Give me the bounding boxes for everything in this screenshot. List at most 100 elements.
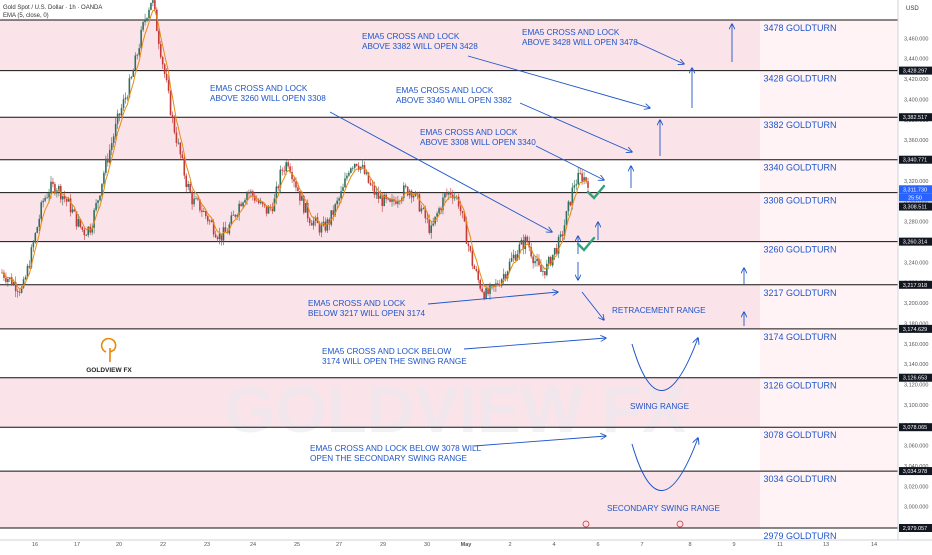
price-tag-12: 2,979.057 [903,526,927,532]
candle-body [93,210,95,228]
candle [34,232,37,244]
candle-body [295,181,297,188]
candle-body [473,265,476,269]
candle-body [457,196,460,207]
candle [112,133,115,148]
price-tag-bg-12 [899,524,932,532]
candle [530,242,532,259]
candle-body [73,209,76,212]
candle-body [567,201,570,212]
candle [193,192,195,208]
candle [569,201,572,207]
candle [263,203,266,208]
candle-body [387,198,389,200]
candle-body [477,270,480,280]
candle [371,180,374,191]
candle-body [132,70,135,77]
arrow-0 [467,55,650,108]
candle [40,200,42,222]
candle [277,184,280,191]
candle-body [146,18,148,20]
swing-curve [631,338,698,391]
candle-body [444,193,446,198]
candle [83,228,86,241]
arrow-6 [463,338,606,350]
candle-body [130,76,133,79]
candle [583,171,585,185]
candle [171,111,174,124]
candle [167,75,170,94]
candle-body [63,196,66,199]
candle [187,180,189,191]
y-tick-5: 3,360.000 [904,138,928,144]
candle-body [312,220,315,226]
candle-body [465,221,468,244]
candle-body [314,217,317,221]
candle-body [291,172,293,180]
candle [44,195,46,203]
candle-body [263,204,266,206]
candle [42,198,44,208]
level-label-3: 3340 GOLDTURN [763,163,836,173]
price-tag-11: 3,034.978 [903,469,927,475]
candle [22,276,25,290]
candle [252,189,254,201]
candle-body [283,170,286,172]
candle-body [485,288,487,299]
candle-body [577,172,580,185]
candle-body [287,162,289,167]
candle-body [442,197,444,211]
price-tag-6: 3,260.314 [903,240,927,246]
candle [20,285,23,294]
secondary-swing-curve [631,438,698,491]
candle-body [585,177,587,182]
ema5-line [1,9,589,290]
price-tag-bg-6 [899,237,932,246]
candle [565,210,568,226]
x-tick-19: 14 [871,542,877,548]
candle-body [583,177,585,182]
candle-body [199,199,201,211]
candle [159,40,162,59]
annotation-line2-6: 3174 WILL OPEN THE SWING RANGE [322,357,467,366]
candle-body [542,271,544,272]
level-label-7: 3174 GOLDTURN [763,332,836,342]
candle [242,201,244,209]
candle [165,68,168,83]
candle [189,181,191,193]
candle [173,115,176,135]
candle-body [306,203,309,219]
x-tick-0: 16 [32,542,38,548]
candle-body [436,213,438,217]
arrow-4 [535,145,604,180]
candle-body [156,9,158,31]
candle-body [187,184,189,187]
candle-body [230,215,233,225]
candle-body [83,229,86,236]
price-tag-7: 3,217.918 [903,283,927,289]
candle-body [530,247,532,257]
level-label-10: 3034 GOLDTURN [763,474,836,484]
candle-body [236,214,238,217]
candle-body [110,143,113,150]
candle-body [79,219,82,227]
candle [559,231,562,243]
y-tick-0: 3,460.000 [904,36,928,42]
candle-body [571,187,574,206]
candle [540,259,542,272]
candle-body [516,254,519,261]
x-tick-11: 2 [508,542,511,548]
candle-body [240,203,242,207]
candle-body [205,211,207,217]
candle-body [28,265,31,268]
candle-body [301,196,303,201]
candle-body [197,198,199,200]
candle [3,269,5,282]
candle-body [248,192,250,194]
candle [377,186,380,204]
candle [134,52,137,71]
y-tick-3: 3,400.000 [904,97,928,103]
